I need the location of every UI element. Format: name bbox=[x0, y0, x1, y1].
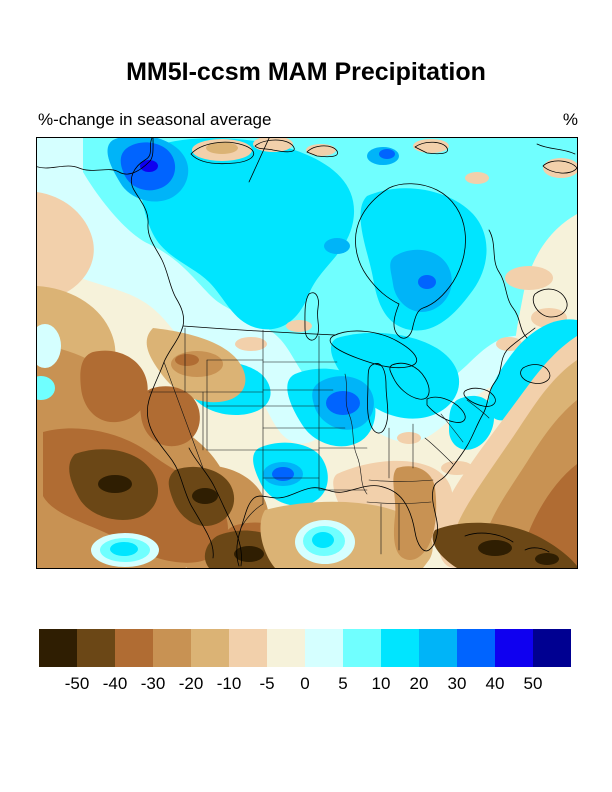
precipitation-map bbox=[36, 137, 578, 569]
colorbar-segment bbox=[115, 629, 153, 667]
colorbar-segment bbox=[343, 629, 381, 667]
colorbar-tick-label: -5 bbox=[259, 674, 275, 693]
colorbar-segment bbox=[495, 629, 533, 667]
colorbar-tick-label: 20 bbox=[409, 674, 429, 693]
colorbar-segment bbox=[381, 629, 419, 667]
colorbar-tick-label: -50 bbox=[64, 674, 90, 693]
colorbar-segment bbox=[39, 629, 77, 667]
colorbar-segment bbox=[305, 629, 343, 667]
colorbar-tick-label: 10 bbox=[371, 674, 391, 693]
colorbar-tick-label: 50 bbox=[523, 674, 543, 693]
colorbar-tick-label: -20 bbox=[178, 674, 204, 693]
colorbar-segment bbox=[153, 629, 191, 667]
colorbar-segment bbox=[533, 629, 571, 667]
colorbar-segment bbox=[267, 629, 305, 667]
contour-map-canvas bbox=[37, 138, 577, 568]
colorbar-labels: -50 -40 -30 -20 -10 -5 0 5 10 20 30 40 50 bbox=[39, 674, 571, 696]
colorbar-tick-label: 40 bbox=[485, 674, 505, 693]
colorbar-segment bbox=[191, 629, 229, 667]
colorbar-tick-label: 0 bbox=[300, 674, 310, 693]
colorbar-segment bbox=[77, 629, 115, 667]
colorbar-segment bbox=[229, 629, 267, 667]
colorbar-tick-label: -40 bbox=[102, 674, 128, 693]
figure-subtitle: %-change in seasonal average bbox=[38, 110, 272, 129]
units-label: % bbox=[562, 110, 578, 129]
figure-title: MM5I-ccsm MAM Precipitation bbox=[126, 58, 486, 86]
colorbar-tick-label: -10 bbox=[216, 674, 242, 693]
colorbar-tick-label: -30 bbox=[140, 674, 166, 693]
colorbar bbox=[39, 629, 571, 667]
colorbar-tick-label: 30 bbox=[447, 674, 467, 693]
colorbar-tick-label: 5 bbox=[338, 674, 348, 693]
colorbar-segment bbox=[457, 629, 495, 667]
colorbar-segment bbox=[419, 629, 457, 667]
